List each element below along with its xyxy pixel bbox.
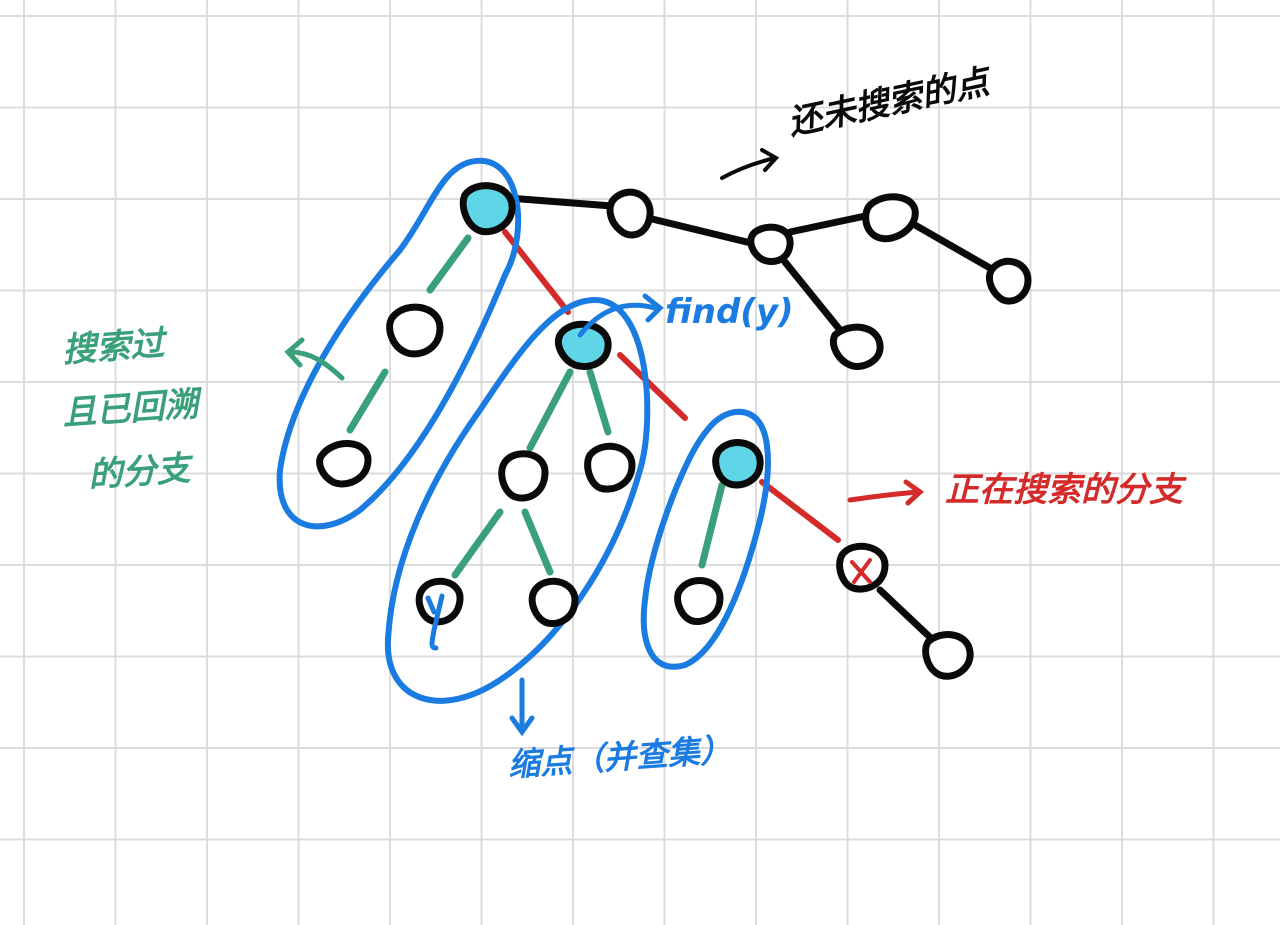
group-2-outline — [384, 296, 651, 704]
group-1-outline — [276, 157, 522, 530]
node-u3 — [862, 193, 919, 243]
searched-label: 搜索过 且已回溯 的分支 — [61, 318, 200, 496]
node-mid — [555, 320, 612, 370]
group-3-outline — [640, 408, 771, 670]
node-u1 — [606, 188, 654, 239]
node-s2 — [316, 440, 372, 488]
node-s7 — [674, 577, 724, 625]
shrunk-groups — [276, 157, 771, 704]
unsearched-arrow — [720, 148, 780, 180]
searched-nodes — [316, 303, 889, 627]
searched-label-line-3: 的分支 — [86, 448, 192, 496]
find-arrow — [577, 293, 664, 338]
searched-label-line-1: 搜索过 — [61, 323, 166, 371]
y-mark — [425, 593, 445, 651]
find-label: find(y) — [665, 292, 794, 332]
node-right — [712, 439, 764, 489]
node-s6 — [528, 577, 579, 627]
representative-nodes — [459, 182, 764, 489]
node-u4 — [986, 257, 1032, 305]
searched-edges — [346, 234, 726, 579]
unsearched-edges — [504, 194, 994, 646]
searching-arrow — [847, 479, 924, 506]
x-mark — [850, 558, 872, 584]
node-s1 — [386, 303, 444, 358]
searched-arrow — [284, 337, 345, 381]
searching-label: 正在搜索的分支 — [945, 470, 1183, 510]
unsearched-nodes — [606, 188, 1032, 680]
searched-label-line-2: 且已回溯 — [61, 384, 200, 434]
shrunk-arrow — [509, 677, 535, 737]
node-s3 — [498, 450, 549, 502]
node-root — [459, 182, 516, 236]
node-u5 — [830, 323, 884, 370]
node-u2 — [747, 223, 794, 265]
node-u6 — [922, 631, 974, 680]
node-s4 — [584, 442, 636, 493]
